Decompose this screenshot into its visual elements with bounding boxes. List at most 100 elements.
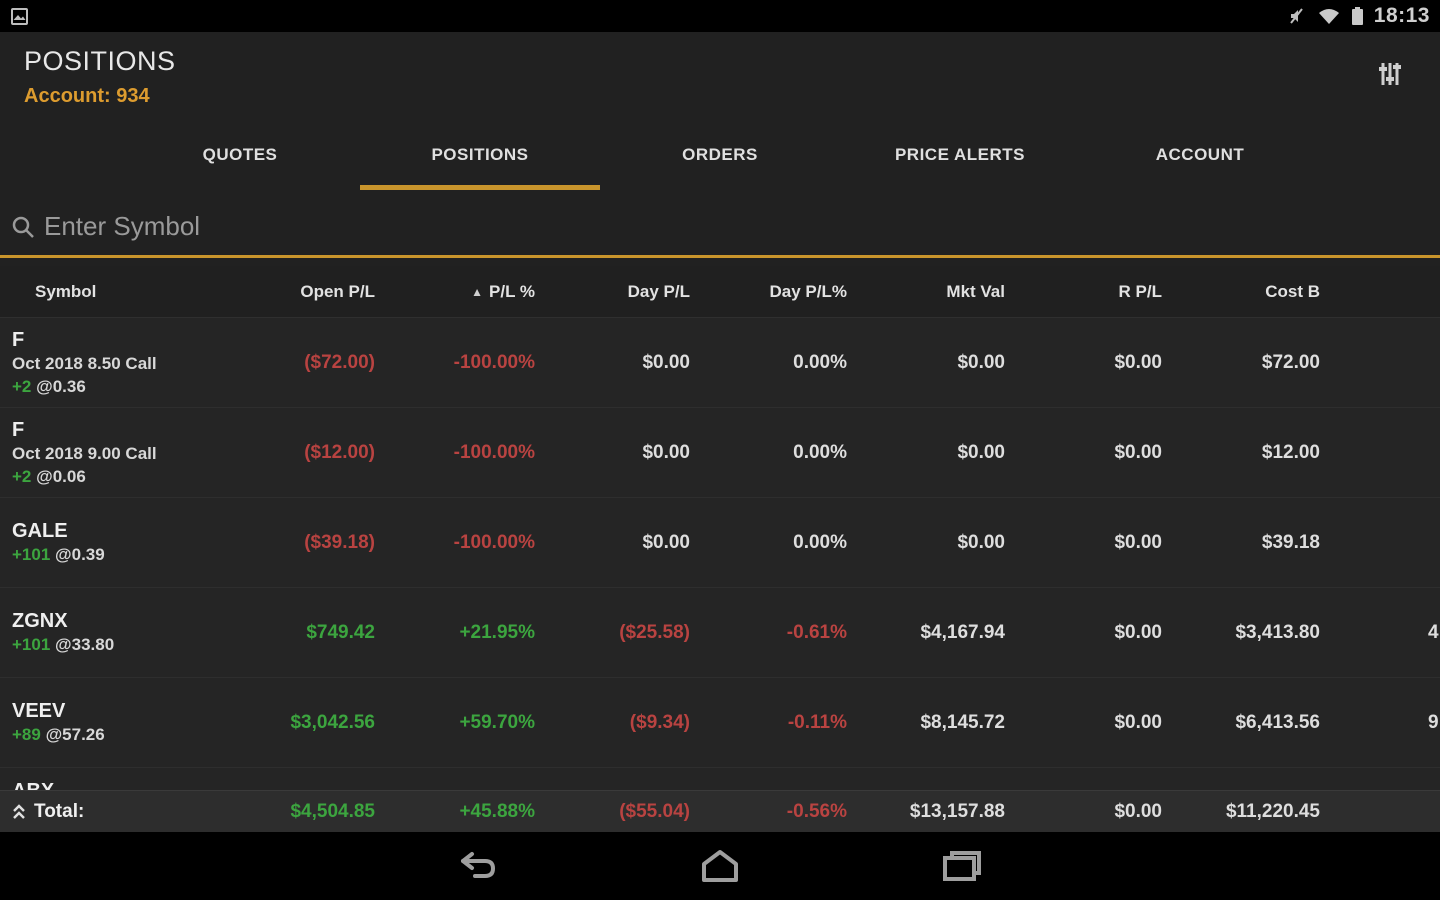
symbol-cell: VEEV +89 @57.26 [0, 698, 250, 747]
day-pl-value: ($25.58) [619, 621, 690, 643]
mkt-val-value: $4,167.94 [920, 621, 1005, 643]
mkt-val-value: $0.00 [957, 441, 1005, 463]
open-pl-value: ($39.18) [304, 531, 375, 553]
tab-orders[interactable]: ORDERS [682, 145, 758, 164]
total-pl-pct: +45.88% [459, 800, 535, 822]
cost-b-value: $72.00 [1261, 351, 1320, 373]
position-row-f-900-call[interactable]: F Oct 2018 9.00 Call +2 @0.06 ($12.00) -… [0, 408, 1440, 498]
tune-icon [1375, 59, 1405, 89]
total-row[interactable]: Total: $4,504.85 +45.88% ($55.04) -0.56%… [0, 790, 1440, 832]
day-pl-value: $0.00 [642, 531, 690, 553]
contract-description: Oct 2018 9.00 Call [12, 444, 157, 464]
r-pl-value: $0.00 [1114, 531, 1162, 553]
lot-info: +2 @0.36 [12, 376, 250, 398]
column-header-day-pl-pct[interactable]: Day P/L% [769, 281, 847, 301]
app-bar: POSITIONS Account: 934 [0, 32, 1440, 126]
column-header-symbol[interactable]: Symbol [35, 281, 97, 301]
pl-pct-value: -100.00% [453, 351, 535, 373]
symbol-cell: GALE +101 @0.39 [0, 518, 250, 567]
cost-b-value: $12.00 [1261, 441, 1320, 463]
android-nav-bar [0, 832, 1440, 900]
search-icon [10, 214, 36, 240]
pl-pct-value: -100.00% [453, 441, 535, 463]
ticker: ABX [0, 780, 1440, 790]
total-open-pl: $4,504.85 [290, 800, 375, 822]
ticker: F [12, 418, 25, 441]
position-row-gale[interactable]: GALE +101 @0.39 ($39.18) -100.00% $0.00 … [0, 498, 1440, 588]
tab-quotes[interactable]: QUOTES [202, 145, 278, 164]
avg-price: @57.26 [45, 725, 105, 745]
quantity: +101 [12, 635, 51, 655]
pl-pct-value: +59.70% [459, 711, 535, 733]
sort-ascending-icon: ▲ [471, 284, 484, 299]
open-pl-value: ($72.00) [304, 351, 375, 373]
home-button[interactable] [684, 840, 756, 892]
screenshot-notification-icon [10, 7, 29, 26]
lot-info: +2 @0.06 [12, 466, 250, 488]
total-mkt-val: $13,157.88 [909, 800, 1005, 822]
account-number: 934 [116, 85, 150, 107]
mute-icon [1287, 6, 1307, 26]
position-row-zgnx[interactable]: ZGNX +101 @33.80 $749.42 +21.95% ($25.58… [0, 588, 1440, 678]
total-label: Total: [34, 800, 85, 822]
avg-price: @0.06 [36, 466, 86, 486]
pl-pct-value: +21.95% [459, 621, 535, 643]
tab-positions[interactable]: POSITIONS [360, 126, 600, 198]
day-pl-pct-value: -0.11% [787, 711, 847, 733]
column-header-mkt-val[interactable]: Mkt Val [946, 281, 1005, 301]
contract-description: Oct 2018 8.50 Call [12, 354, 157, 374]
position-row-veev[interactable]: VEEV +89 @57.26 $3,042.56 +59.70% ($9.34… [0, 678, 1440, 768]
column-header-open-pl[interactable]: Open P/L [300, 281, 375, 301]
table-header: Symbol Open P/L ▲ P/L % Day P/L Day P/L% … [0, 266, 1440, 318]
r-pl-value: $0.00 [1114, 711, 1162, 733]
position-row-partial[interactable]: ABX [0, 768, 1440, 790]
total-day-pl-pct: -0.56% [786, 800, 847, 822]
day-pl-pct-value: 0.00% [793, 351, 847, 373]
lot-info: +101 @0.39 [12, 544, 250, 566]
mkt-val-value: $8,145.72 [920, 711, 1005, 733]
back-button[interactable] [442, 840, 514, 892]
status-bar: 18:13 [0, 0, 1440, 32]
tab-price-alerts[interactable]: PRICE ALERTS [894, 145, 1026, 164]
cost-b-value: $3,413.80 [1235, 621, 1320, 643]
ticker: GALE [12, 520, 68, 543]
recents-button[interactable] [926, 840, 998, 892]
ticker: ZGNX [12, 610, 68, 633]
day-pl-value: $0.00 [642, 351, 690, 373]
quantity: +2 [12, 466, 32, 486]
avg-price: @0.39 [55, 545, 105, 565]
column-header-pl-pct-label: P/L % [489, 281, 535, 301]
account-label: Account: [24, 85, 111, 107]
ticker: F [12, 328, 25, 351]
day-pl-pct-value: -0.61% [786, 621, 847, 643]
clipped-value: 9 [1428, 711, 1439, 733]
position-row-f-850-call[interactable]: F Oct 2018 8.50 Call +2 @0.36 ($72.00) -… [0, 318, 1440, 408]
column-header-cost-b[interactable]: Cost B [1265, 281, 1320, 301]
r-pl-value: $0.00 [1114, 441, 1162, 463]
column-header-day-pl[interactable]: Day P/L [627, 281, 690, 301]
lot-info: +101 @33.80 [12, 634, 250, 656]
symbol-search-bar [0, 198, 1440, 258]
scroll-to-top-icon [12, 803, 26, 820]
total-r-pl: $0.00 [1114, 800, 1162, 822]
total-cost-b: $11,220.45 [1225, 800, 1320, 822]
filter-settings-button[interactable] [1372, 56, 1408, 92]
account-info: Account: 934 [24, 85, 1416, 108]
column-header-r-pl[interactable]: R P/L [1118, 281, 1162, 301]
pl-pct-value: -100.00% [453, 531, 535, 553]
day-pl-pct-value: 0.00% [793, 441, 847, 463]
day-pl-pct-value: 0.00% [793, 531, 847, 553]
day-pl-value: $0.00 [642, 441, 690, 463]
r-pl-value: $0.00 [1114, 621, 1162, 643]
page-title: POSITIONS [24, 46, 176, 76]
tab-account[interactable]: ACCOUNT [1155, 145, 1245, 164]
positions-list: F Oct 2018 8.50 Call +2 @0.36 ($72.00) -… [0, 318, 1440, 790]
recents-icon [941, 849, 983, 883]
back-icon [458, 850, 498, 882]
symbol-search-input[interactable] [36, 211, 1430, 242]
column-header-pl-pct[interactable]: ▲ P/L % [375, 282, 535, 302]
avg-price: @33.80 [55, 635, 115, 655]
avg-price: @0.36 [36, 376, 86, 396]
battery-icon [1351, 6, 1364, 26]
